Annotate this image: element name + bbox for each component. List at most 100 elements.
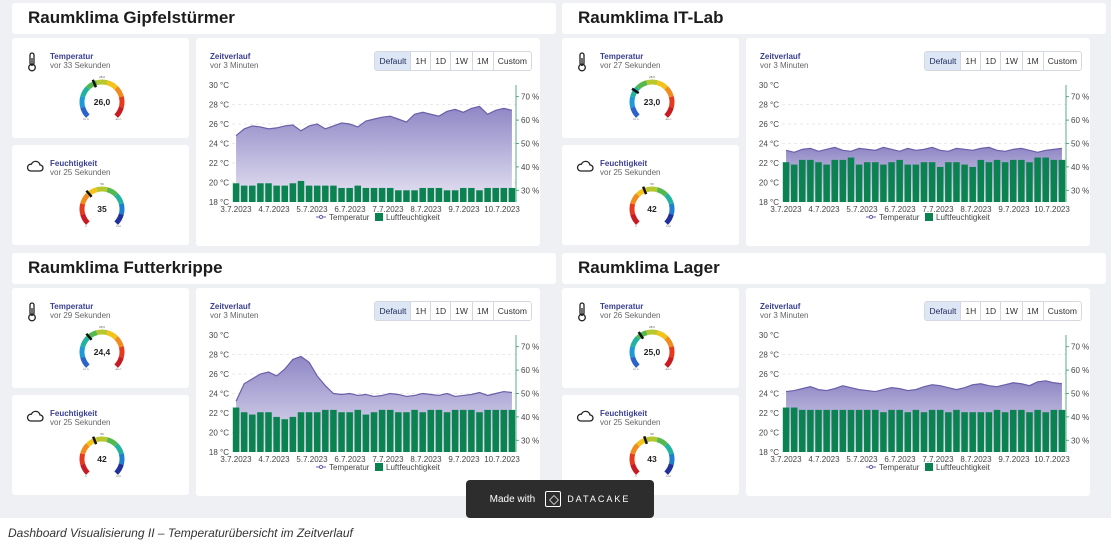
range-button-1d[interactable]: 1D <box>981 52 1002 70</box>
y-right-tick-label: 40 % <box>521 413 539 422</box>
gauge-arc-segment <box>636 330 648 340</box>
gauge-arc-segment <box>80 213 90 225</box>
gauge-arc-segment <box>86 80 98 90</box>
gauge-arc-segment <box>86 437 98 447</box>
humidity-bar <box>969 166 976 202</box>
humidity-bar <box>1001 412 1009 452</box>
gauge-arc-segment <box>664 356 674 368</box>
humidity-bar <box>322 185 329 202</box>
time-range-buttons: Default 1H 1D 1W 1M Custom <box>374 301 532 321</box>
humidity-bar <box>476 412 483 452</box>
gauge-arc-segment <box>668 346 675 358</box>
thermometer-icon <box>578 52 586 72</box>
range-button-1h[interactable]: 1H <box>961 52 982 70</box>
temperature-icon-wrap <box>576 52 588 77</box>
range-button-default[interactable]: Default <box>375 52 412 70</box>
range-button-1d[interactable]: 1D <box>981 302 1002 320</box>
temperature-area <box>236 356 512 452</box>
range-button-1m[interactable]: 1M <box>1022 52 1044 70</box>
temperature-card: Temperatur vor 33 Sekunden 26,0 16,0 40,0 28,… <box>12 38 189 138</box>
humidity-gauge: 43 0 100 50 <box>629 432 675 478</box>
humidity-bar <box>232 183 240 202</box>
temperature-card: Temperatur vor 26 Sekunden 25,0 16,0 40,0 28,… <box>562 288 739 388</box>
gauge-mid-label: 28,0 <box>99 326 105 329</box>
range-button-1d[interactable]: 1D <box>431 302 452 320</box>
range-button-default[interactable]: Default <box>925 302 962 320</box>
y-tick-label: 20 °C <box>209 429 229 438</box>
humidity-bar <box>953 409 960 452</box>
room-section: Raumklima Lager Temperatur vor 26 Sekunden… <box>562 253 1106 499</box>
made-with-datacake-badge[interactable]: Made with DATACAKE <box>466 480 654 518</box>
range-button-1h[interactable]: 1H <box>411 52 432 70</box>
cloud-icon <box>576 160 594 172</box>
history-chart: 30 °C 28 °C 26 °C 24 °C 22 °C 20 °C 18 °C 70 % 6… <box>209 331 539 472</box>
x-tick-label: 3.7.2023 <box>770 205 802 214</box>
range-button-1w[interactable]: 1W <box>451 52 473 70</box>
y-tick-label: 18 °C <box>209 198 229 207</box>
humidity-bar <box>993 409 1001 452</box>
range-button-default[interactable]: Default <box>375 302 412 320</box>
humidity-bar <box>305 412 313 452</box>
humidity-card-header: Feuchtigkeit vor 25 Sekunden <box>600 159 661 177</box>
gauge-needle <box>637 331 645 340</box>
range-button-1d[interactable]: 1D <box>431 52 452 70</box>
humidity-timestamp: vor 25 Sekunden <box>600 418 661 427</box>
y-tick-label: 26 °C <box>209 370 229 379</box>
y-tick-label: 28 °C <box>759 351 779 360</box>
humidity-bar <box>257 412 264 452</box>
chart-legend: Temperatur Luftfeuchtigkeit <box>866 463 991 472</box>
temperature-label: Temperatur <box>50 52 94 61</box>
range-button-custom[interactable]: Custom <box>493 302 531 320</box>
range-button-1w[interactable]: 1W <box>1001 302 1023 320</box>
range-button-1m[interactable]: 1M <box>1022 302 1044 320</box>
humidity-bar <box>281 419 288 452</box>
x-tick-label: 6.7.2023 <box>334 455 366 464</box>
humidity-bar <box>945 162 952 202</box>
range-button-1w[interactable]: 1W <box>451 302 473 320</box>
temperature-timestamp: vor 29 Sekunden <box>50 311 111 320</box>
y-tick-label: 20 °C <box>209 179 229 188</box>
gauge-arc-segment <box>79 203 86 215</box>
range-button-1m[interactable]: 1M <box>472 302 494 320</box>
gauge-arc-segment <box>630 336 640 348</box>
gauge-needle <box>85 189 93 198</box>
range-button-default[interactable]: Default <box>925 52 962 70</box>
x-tick-label: 5.7.2023 <box>296 455 328 464</box>
humidity-card: Feuchtigkeit vor 25 Sekunden 42 0 100 50 <box>12 395 189 495</box>
range-button-1w[interactable]: 1W <box>1001 52 1023 70</box>
gauge-arc-segment <box>646 329 658 336</box>
legend-hum-label: Luftfeuchtigkeit <box>386 213 441 222</box>
humidity-bar <box>936 166 944 202</box>
gauge-arc-segment <box>664 213 674 225</box>
humidity-bar <box>492 409 499 452</box>
range-button-custom[interactable]: Custom <box>1043 52 1081 70</box>
humidity-bar <box>953 162 960 202</box>
temperature-line <box>785 380 1063 393</box>
history-timestamp: vor 3 Minuten <box>760 61 809 70</box>
y-tick-label: 22 °C <box>759 159 779 168</box>
humidity-bar <box>468 409 475 452</box>
range-button-custom[interactable]: Custom <box>1043 302 1081 320</box>
humidity-bar <box>799 159 806 202</box>
humidity-bar <box>265 412 272 452</box>
history-chart-card: Zeitverlauf vor 3 Minuten Default 1H 1D 1W 1M C… <box>196 38 540 246</box>
time-range-buttons: Default 1H 1D 1W 1M Custom <box>924 301 1082 321</box>
range-button-custom[interactable]: Custom <box>493 52 531 70</box>
y-tick-label: 20 °C <box>759 179 779 188</box>
y-tick-label: 30 °C <box>759 331 779 340</box>
legend-temp-label: Temperatur <box>879 463 920 472</box>
gauge-needle <box>91 79 98 88</box>
range-button-1h[interactable]: 1H <box>961 302 982 320</box>
humidity-bar <box>330 185 337 202</box>
gauge-arc-segment <box>114 443 124 455</box>
humidity-bar <box>386 409 394 452</box>
humidity-bar <box>888 409 895 452</box>
legend-temp-label: Temperatur <box>329 463 370 472</box>
y-right-tick-label: 70 % <box>521 343 539 352</box>
gauge-min-label: 0 <box>635 474 637 477</box>
range-button-1h[interactable]: 1H <box>411 302 432 320</box>
gauge-value: 24,4 <box>94 347 111 357</box>
humidity-bar <box>403 190 410 202</box>
gauge-arc-segment <box>80 443 90 455</box>
range-button-1m[interactable]: 1M <box>472 52 494 70</box>
